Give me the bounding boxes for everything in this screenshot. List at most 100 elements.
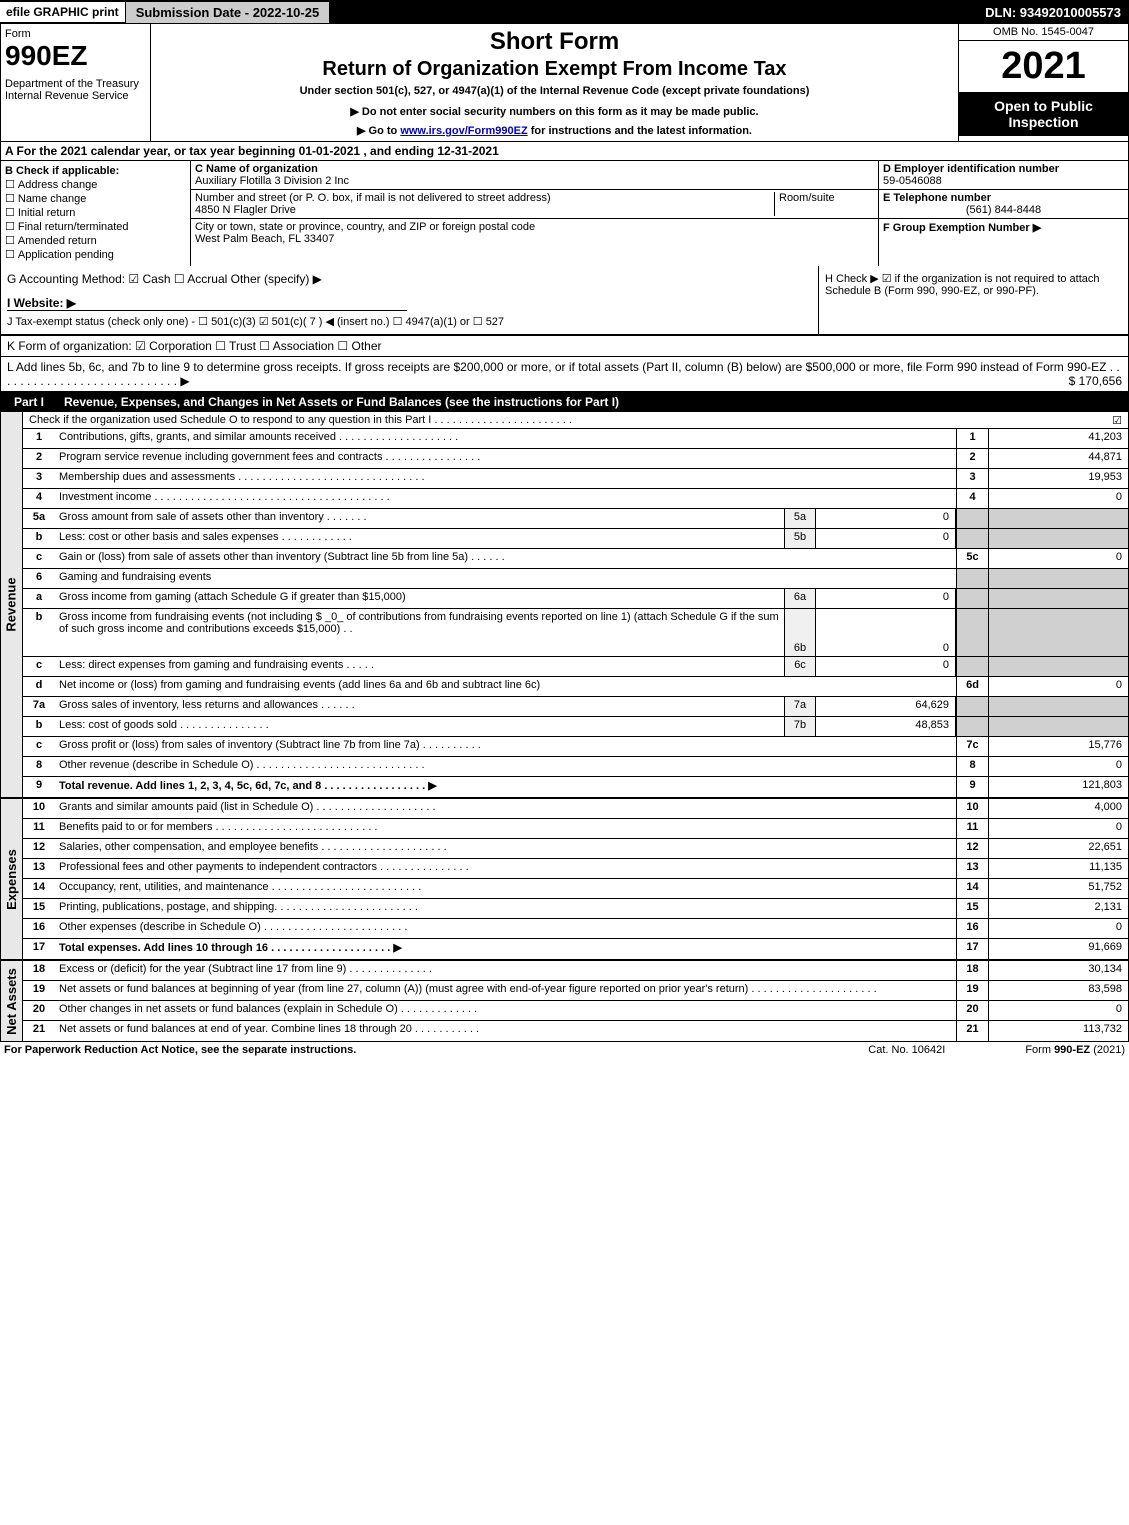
footer-right: Form 990-EZ (2021) — [1025, 1044, 1125, 1056]
val: 0 — [988, 549, 1128, 568]
sublbl: 6c — [784, 657, 816, 676]
side-netassets-text: Net Assets — [4, 968, 19, 1035]
expenses-table: 10Grants and similar amounts paid (list … — [23, 799, 1128, 959]
desc: Contributions, gifts, grants, and simila… — [55, 429, 956, 448]
sublbl: 5a — [784, 509, 816, 528]
accounting-method: G Accounting Method: ☑ Cash ☐ Accrual Ot… — [7, 272, 812, 286]
section-l-amount: $ 170,656 — [1069, 374, 1122, 388]
line-6d: d Net income or (loss) from gaming and f… — [23, 677, 1128, 697]
val: 51,752 — [988, 879, 1128, 898]
part1-num: Part I — [0, 392, 58, 412]
cb-address-change[interactable]: Address change — [5, 178, 186, 191]
val-grey — [988, 509, 1128, 528]
sublbl: 5b — [784, 529, 816, 548]
line-8: 8 Other revenue (describe in Schedule O)… — [23, 757, 1128, 777]
num: 10 — [956, 799, 988, 818]
num: 14 — [956, 879, 988, 898]
header-left: Form 990EZ Department of the Treasury In… — [1, 24, 151, 141]
val-grey — [988, 717, 1128, 736]
desc: Occupancy, rent, utilities, and maintena… — [55, 879, 956, 898]
val: 83,598 — [988, 981, 1128, 1000]
desc: Other revenue (describe in Schedule O) .… — [55, 757, 956, 776]
line-1: 1 Contributions, gifts, grants, and simi… — [23, 429, 1128, 449]
num: 4 — [956, 489, 988, 508]
ln: b — [23, 529, 55, 548]
top-bar: efile GRAPHIC print Submission Date - 20… — [0, 0, 1129, 24]
val: 22,651 — [988, 839, 1128, 858]
line-4: 4 Investment income . . . . . . . . . . … — [23, 489, 1128, 509]
ln: 1 — [23, 429, 55, 448]
num-grey — [956, 609, 988, 656]
desc: Printing, publications, postage, and shi… — [55, 899, 956, 918]
val: 0 — [988, 919, 1128, 938]
part1-check-mark[interactable]: ☑ — [1112, 414, 1122, 427]
val: 91,669 — [988, 939, 1128, 959]
cb-application-pending[interactable]: Application pending — [5, 248, 186, 261]
num: 21 — [956, 1021, 988, 1041]
street-label: Number and street (or P. O. box, if mail… — [195, 192, 551, 204]
line-11: 11Benefits paid to or for members . . . … — [23, 819, 1128, 839]
section-def: D Employer identification number 59-0546… — [878, 161, 1128, 266]
omb-number: OMB No. 1545-0047 — [959, 24, 1128, 41]
subval: 0 — [816, 657, 956, 676]
desc: Gross sales of inventory, less returns a… — [55, 697, 784, 716]
desc: Net assets or fund balances at beginning… — [55, 981, 956, 1000]
num: 19 — [956, 981, 988, 1000]
line-16: 16Other expenses (describe in Schedule O… — [23, 919, 1128, 939]
subval: 0 — [816, 509, 956, 528]
section-j: J Tax-exempt status (check only one) - ☐… — [7, 315, 812, 328]
desc-text: Total revenue. Add lines 1, 2, 3, 4, 5c,… — [59, 780, 437, 792]
desc: Grants and similar amounts paid (list in… — [55, 799, 956, 818]
val-grey — [988, 569, 1128, 588]
line-15: 15Printing, publications, postage, and s… — [23, 899, 1128, 919]
num-grey — [956, 569, 988, 588]
desc: Gross income from fundraising events (no… — [55, 609, 784, 656]
expenses-section: Expenses 10Grants and similar amounts pa… — [0, 797, 1129, 959]
desc: Total revenue. Add lines 1, 2, 3, 4, 5c,… — [55, 777, 956, 797]
num-grey — [956, 509, 988, 528]
desc: Gross amount from sale of assets other t… — [55, 509, 784, 528]
num: 12 — [956, 839, 988, 858]
section-g: G Accounting Method: ☑ Cash ☐ Accrual Ot… — [1, 266, 818, 334]
line-17: 17Total expenses. Add lines 10 through 1… — [23, 939, 1128, 959]
line-18: 18Excess or (deficit) for the year (Subt… — [23, 961, 1128, 981]
section-k: K Form of organization: ☑ Corporation ☐ … — [0, 335, 1129, 356]
ln: 12 — [23, 839, 55, 858]
ln: 20 — [23, 1001, 55, 1020]
ln: 10 — [23, 799, 55, 818]
cb-initial-return[interactable]: Initial return — [5, 206, 186, 219]
side-expenses: Expenses — [1, 799, 23, 959]
cb-name-change[interactable]: Name change — [5, 192, 186, 205]
section-i: I Website: ▶ — [7, 296, 407, 311]
cb-final-return[interactable]: Final return/terminated — [5, 220, 186, 233]
goto-pre: ▶ Go to — [357, 125, 400, 137]
num: 6d — [956, 677, 988, 696]
cb-amended-return[interactable]: Amended return — [5, 234, 186, 247]
section-h: H Check ▶ ☑ if the organization is not r… — [818, 266, 1128, 334]
ln: a — [23, 589, 55, 608]
revenue-table: Check if the organization used Schedule … — [23, 412, 1128, 797]
ln: d — [23, 677, 55, 696]
ln: 11 — [23, 819, 55, 838]
section-gh: G Accounting Method: ☑ Cash ☐ Accrual Ot… — [0, 266, 1129, 335]
val: 113,732 — [988, 1021, 1128, 1041]
val: 11,135 — [988, 859, 1128, 878]
val-grey — [988, 589, 1128, 608]
val: 2,131 — [988, 899, 1128, 918]
ln: 15 — [23, 899, 55, 918]
org-name-label: C Name of organization — [195, 163, 318, 175]
efile-label: efile GRAPHIC print — [0, 2, 125, 22]
open-inspection-label: Open to Public Inspection — [959, 92, 1128, 136]
irs-link[interactable]: www.irs.gov/Form990EZ — [400, 125, 527, 137]
ln: b — [23, 609, 55, 656]
line-13: 13Professional fees and other payments t… — [23, 859, 1128, 879]
num-grey — [956, 529, 988, 548]
val: 41,203 — [988, 429, 1128, 448]
desc: Net income or (loss) from gaming and fun… — [55, 677, 956, 696]
line-7a: 7a Gross sales of inventory, less return… — [23, 697, 1128, 717]
num: 9 — [956, 777, 988, 797]
num: 13 — [956, 859, 988, 878]
tel-value: (561) 844-8448 — [883, 204, 1124, 216]
ein-label: D Employer identification number — [883, 163, 1059, 175]
desc: Gaming and fundraising events — [55, 569, 956, 588]
